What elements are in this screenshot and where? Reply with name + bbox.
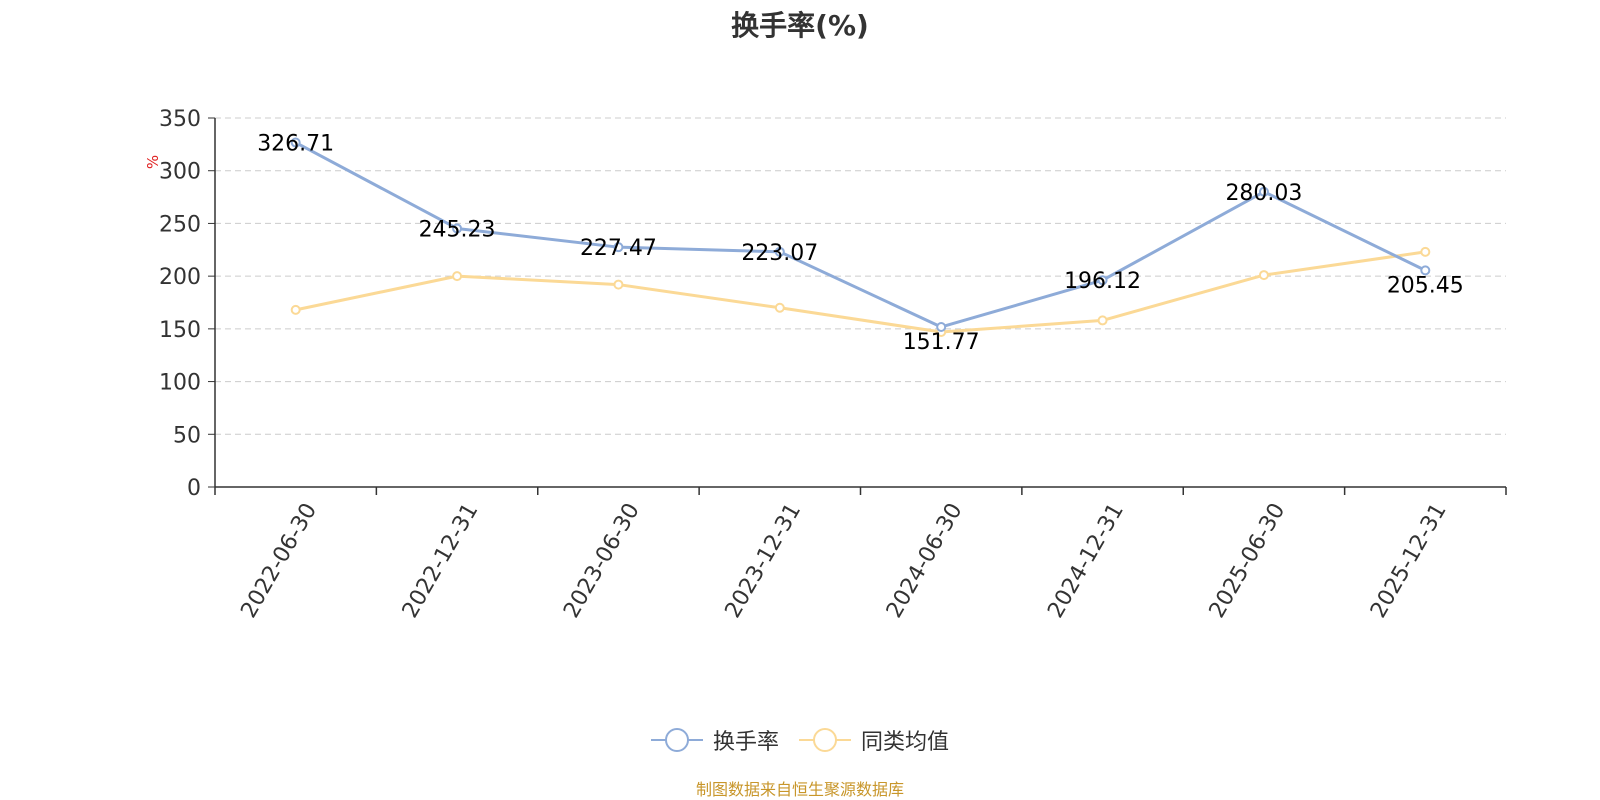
data-point-series2 <box>613 279 624 290</box>
legend-item-series1[interactable]: 换手率 <box>650 724 779 756</box>
legend-label-series1: 换手率 <box>712 730 779 755</box>
legend-label-series2: 同类均值 <box>861 730 950 755</box>
data-point-series2 <box>774 302 785 313</box>
y-tick-label: 250 <box>159 212 201 237</box>
y-axis-unit: % <box>144 155 162 169</box>
data-source-note: 制图数据来自恒生聚源数据库 <box>695 780 904 799</box>
data-label: 196.12 <box>1064 269 1141 294</box>
data-point-series1 <box>290 137 301 148</box>
legend-line-circle-icon <box>650 728 703 752</box>
data-point-series1 <box>613 242 624 253</box>
data-point-series2 <box>1420 246 1431 257</box>
data-label: 227.47 <box>580 236 657 261</box>
data-point-series2 <box>452 271 463 282</box>
y-tick-label: 350 <box>159 107 201 132</box>
x-tick-label: 2024-12-31 <box>1043 499 1129 622</box>
legend-item-series2[interactable]: 同类均值 <box>799 724 949 756</box>
x-tick-label: 2022-06-30 <box>236 499 322 622</box>
data-point-series2 <box>1258 270 1269 281</box>
gridlines <box>215 117 1506 435</box>
data-label: 280.03 <box>1225 181 1302 206</box>
chart-title: 换手率(%) <box>731 9 869 42</box>
y-tick-label: 50 <box>173 423 201 448</box>
series-line-1 <box>294 141 1426 329</box>
data-point-series2 <box>290 304 301 315</box>
data-label: 326.71 <box>257 132 334 157</box>
legend-line-circle-icon <box>799 728 851 752</box>
x-tick-label: 2024-06-30 <box>882 499 968 622</box>
data-label: 151.77 <box>903 330 980 355</box>
data-label: 205.45 <box>1387 273 1464 298</box>
x-tick-label: 2022-12-31 <box>398 499 484 622</box>
series-line-2 <box>295 250 1426 334</box>
data-label: 245.23 <box>419 217 496 242</box>
x-tick-label: 2023-06-30 <box>559 499 645 622</box>
data-point-series1 <box>1258 186 1269 197</box>
data-point-series1 <box>1097 275 1108 286</box>
y-tick-label: 0 <box>187 476 201 501</box>
data-labels: 326.71 245.23 227.47 223.07 151.77 196.12 280.… <box>257 132 1464 355</box>
data-point-series1 <box>774 246 785 257</box>
y-tick-label: 100 <box>159 371 201 396</box>
data-point-series2 <box>1097 315 1108 326</box>
series <box>290 137 1431 338</box>
data-point-series1 <box>1420 265 1431 276</box>
x-tick-label: 2025-12-31 <box>1366 499 1452 622</box>
x-tick-label: 2025-06-30 <box>1205 499 1291 622</box>
x-tick-label: 2023-12-31 <box>721 499 807 622</box>
legend: 换手率 同类均值 <box>0 724 1600 756</box>
y-tick-label: 300 <box>159 160 201 185</box>
data-point-series1 <box>936 321 947 332</box>
y-tick-label: 150 <box>159 318 201 343</box>
y-tick-label: 200 <box>159 265 201 290</box>
data-label: 223.07 <box>741 241 818 266</box>
data-point-series1 <box>452 223 463 234</box>
